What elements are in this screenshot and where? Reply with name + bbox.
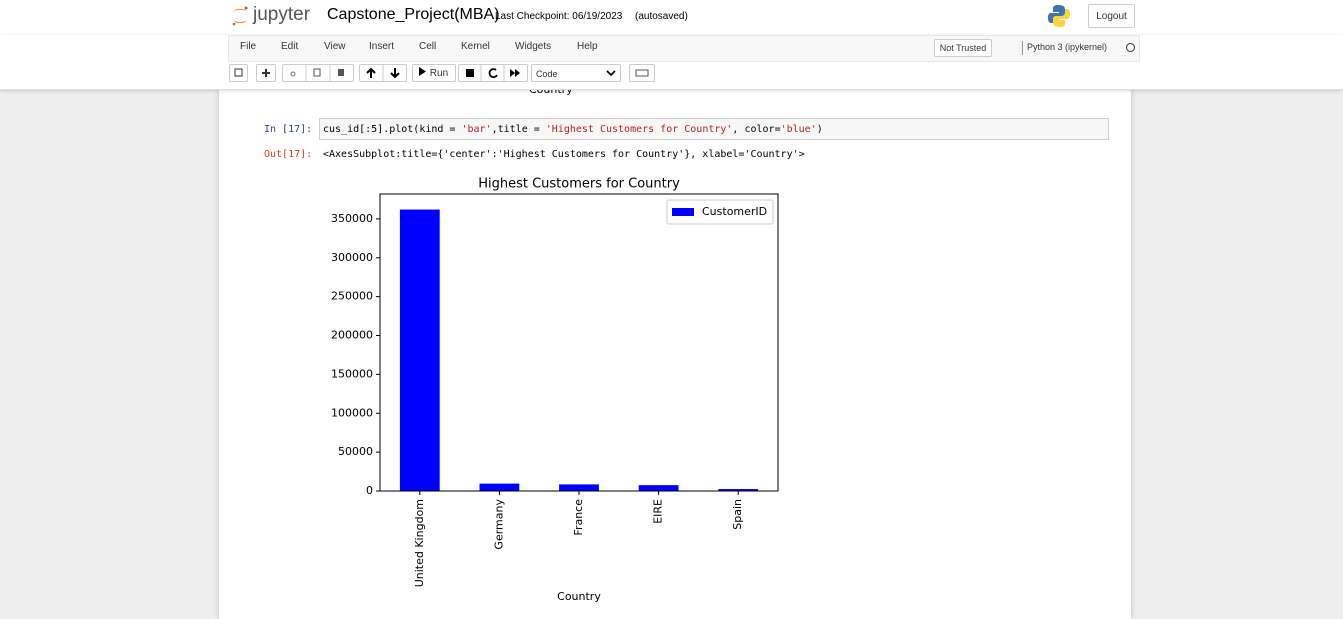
header: jupyter Capstone_Project(MBA) Last Check… [0, 0, 1343, 35]
menubar: File Edit View Insert Cell Kernel Widgets Help … [0, 35, 1343, 90]
code-token: 'blue' [780, 124, 817, 135]
bar [638, 485, 679, 491]
y-tick-label: 100000 [331, 406, 373, 419]
notebook-area: Country In [17]: cus_id[:5].plot(kind = … [219, 83, 1131, 619]
code-token: 'Highest Customers for Country' [545, 124, 733, 135]
x-tick-label: Spain [731, 499, 744, 530]
run-button[interactable]: Run [412, 64, 456, 82]
move-buttons[interactable] [359, 64, 407, 82]
x-tick-label: EIRE [652, 499, 665, 524]
menu-item[interactable]: Cell [419, 41, 437, 52]
legend-box [666, 199, 774, 225]
kernel-name: Python 3 (ipykernel) [1027, 42, 1108, 52]
y-tick-label: 250000 [331, 290, 373, 303]
menu-item[interactable]: Kernel [461, 41, 490, 52]
menu-row: File Edit View Insert Cell Kernel Widgets Help … [228, 35, 1140, 62]
y-tick-label: 150000 [331, 367, 373, 380]
bar [479, 483, 520, 491]
x-tick-label: Germany [492, 499, 505, 550]
bar [718, 489, 759, 491]
menu-item[interactable]: File [240, 41, 257, 52]
code-cell[interactable]: cus_id[:5].plot(kind = 'bar',title = 'Hi… [319, 118, 1109, 140]
trust-indicator[interactable]: Not Trusted [934, 39, 992, 57]
jupyter-logo-icon [232, 6, 248, 26]
out-prompt: Out[17]: [264, 149, 313, 160]
autosave-status: (autosaved) [635, 11, 688, 22]
bar [559, 484, 599, 491]
run-label: Run [429, 68, 449, 79]
output-text: <AxesSubplot:title={'center':'Highest Cu… [323, 149, 805, 160]
logout-button[interactable]: Logout [1088, 4, 1135, 28]
cell-type-select[interactable]: Code [531, 64, 621, 82]
x-tick-label: France [572, 499, 585, 536]
menu-item[interactable]: View [324, 41, 346, 52]
add-cell-button[interactable] [256, 64, 276, 82]
menu-item[interactable]: Insert [369, 41, 395, 52]
kernel-status-icon [1126, 43, 1135, 52]
command-palette-button[interactable] [629, 64, 655, 82]
code-token: cus_id[:5].plot(kind = [323, 124, 462, 135]
notebook-name[interactable]: Capstone_Project(MBA) [327, 6, 500, 23]
bar [399, 209, 440, 491]
in-prompt: In [17]: [264, 124, 313, 135]
edit-buttons[interactable] [282, 64, 354, 82]
code-token: ) [816, 124, 823, 135]
code-token: , color= [732, 124, 781, 135]
x-axis-label: Country [557, 590, 601, 603]
y-tick-label: 200000 [331, 329, 373, 342]
y-tick-label: 300000 [331, 251, 373, 264]
menu-item[interactable]: Edit [281, 41, 299, 52]
plot-frame [379, 193, 779, 492]
menu-item[interactable]: Help [577, 41, 598, 52]
logo-text[interactable]: jupyter [253, 4, 311, 25]
save-button[interactable] [229, 64, 248, 82]
legend-swatch [672, 208, 694, 216]
kernel-buttons[interactable] [458, 64, 528, 82]
chart-title: Highest Customers for Country [478, 177, 680, 192]
y-tick-label: 50000 [338, 445, 373, 458]
python-logo [1048, 5, 1070, 27]
cell-type-value: Code [536, 69, 558, 79]
y-tick-label: 0 [366, 484, 373, 497]
menu-item[interactable]: Widgets [515, 41, 552, 52]
code-token: 'bar' [461, 124, 492, 135]
code-token: ,title = [491, 124, 546, 135]
x-tick-label: United Kingdom [413, 499, 426, 587]
legend-label: CustomerID [702, 205, 767, 218]
y-tick-label: 350000 [331, 212, 373, 225]
checkpoint: Last Checkpoint: 06/19/2023 [495, 11, 623, 22]
chart: Highest Customers for Country Country 0 5… [331, 177, 779, 603]
